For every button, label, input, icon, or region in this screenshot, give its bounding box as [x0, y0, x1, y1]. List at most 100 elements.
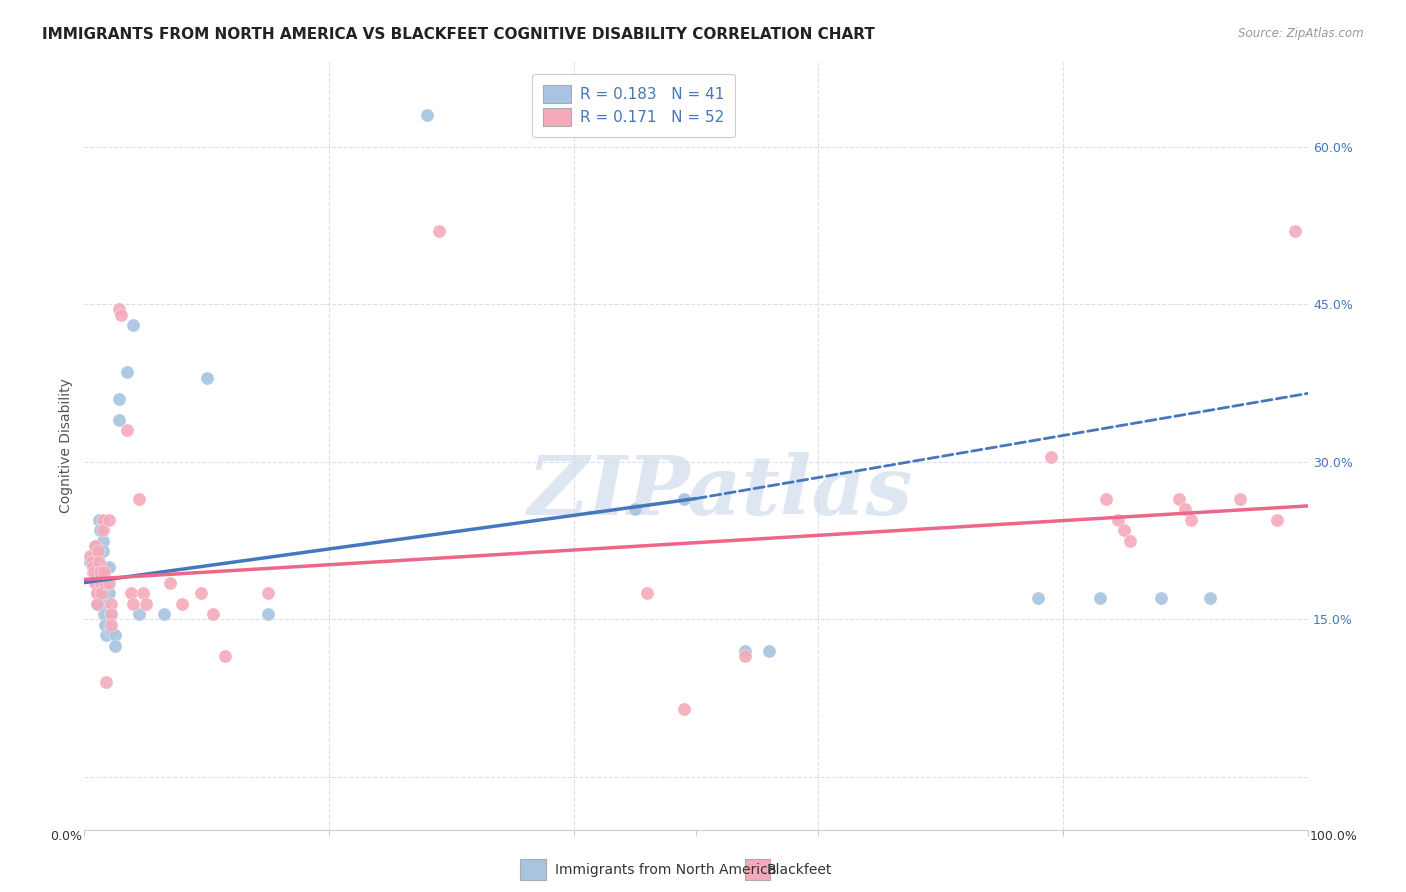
Point — [96, 628, 118, 642]
Point — [100, 597, 122, 611]
Point — [87, 512, 110, 526]
Point — [90, 586, 112, 600]
Point — [97, 512, 120, 526]
Point — [120, 586, 142, 600]
Point — [1028, 591, 1050, 606]
Point — [107, 392, 129, 406]
Point — [83, 565, 105, 579]
Point — [636, 586, 658, 600]
Point — [190, 586, 212, 600]
Point — [1229, 491, 1251, 506]
Point — [97, 586, 120, 600]
Point — [87, 544, 110, 558]
Point — [90, 575, 112, 590]
Point — [89, 523, 111, 537]
Point — [1284, 223, 1306, 237]
Point — [89, 565, 111, 579]
Point — [201, 607, 224, 621]
Point — [96, 675, 118, 690]
Point — [624, 502, 647, 516]
Point — [90, 565, 112, 579]
Point — [734, 649, 756, 664]
Text: Blackfeet: Blackfeet — [766, 863, 831, 877]
Point — [86, 586, 108, 600]
Point — [82, 559, 104, 574]
Point — [1174, 502, 1197, 516]
Point — [110, 308, 132, 322]
Point — [100, 623, 122, 637]
Point — [91, 523, 114, 537]
Point — [122, 318, 145, 333]
Point — [90, 586, 112, 600]
Point — [416, 108, 439, 122]
Point — [115, 423, 138, 437]
Point — [87, 555, 110, 569]
Point — [153, 607, 176, 621]
Point — [84, 539, 107, 553]
Point — [107, 302, 129, 317]
Point — [1119, 533, 1142, 548]
Y-axis label: Cognitive Disability: Cognitive Disability — [59, 378, 73, 514]
Point — [82, 565, 104, 579]
Point — [672, 702, 695, 716]
Text: ZIPatlas: ZIPatlas — [527, 452, 912, 532]
Point — [1107, 512, 1129, 526]
Text: 100.0%: 100.0% — [1310, 830, 1358, 843]
Point — [93, 597, 115, 611]
Point — [94, 575, 117, 590]
Point — [80, 555, 103, 569]
Point — [1265, 512, 1288, 526]
Point — [91, 544, 114, 558]
Point — [84, 539, 107, 553]
Point — [86, 586, 108, 600]
Point — [1114, 523, 1136, 537]
Point — [104, 639, 127, 653]
Point — [100, 607, 122, 621]
Point — [93, 565, 115, 579]
Point — [79, 555, 101, 569]
Point — [97, 575, 120, 590]
Point — [90, 575, 112, 590]
Point — [135, 597, 157, 611]
Text: 0.0%: 0.0% — [51, 830, 82, 843]
Point — [672, 491, 695, 506]
Point — [83, 549, 105, 564]
Point — [91, 533, 114, 548]
Point — [427, 223, 450, 237]
Text: IMMIGRANTS FROM NORTH AMERICA VS BLACKFEET COGNITIVE DISABILITY CORRELATION CHAR: IMMIGRANTS FROM NORTH AMERICA VS BLACKFE… — [42, 27, 875, 42]
Point — [1180, 512, 1202, 526]
Point — [86, 597, 108, 611]
Point — [734, 644, 756, 658]
Legend: R = 0.183   N = 41, R = 0.171   N = 52: R = 0.183 N = 41, R = 0.171 N = 52 — [533, 74, 735, 137]
Point — [100, 607, 122, 621]
Text: Immigrants from North America: Immigrants from North America — [555, 863, 776, 877]
Point — [107, 413, 129, 427]
Point — [97, 559, 120, 574]
Point — [100, 617, 122, 632]
Point — [104, 628, 127, 642]
Point — [132, 586, 155, 600]
Point — [86, 597, 108, 611]
Point — [93, 607, 115, 621]
Point — [1094, 491, 1116, 506]
Point — [79, 549, 101, 564]
Point — [128, 607, 150, 621]
Point — [195, 370, 218, 384]
Point — [84, 575, 107, 590]
Point — [257, 607, 280, 621]
Point — [94, 617, 117, 632]
Point — [1150, 591, 1173, 606]
Point — [86, 575, 108, 590]
Point — [122, 597, 145, 611]
Point — [214, 649, 236, 664]
Point — [159, 575, 181, 590]
Point — [1198, 591, 1220, 606]
Text: Source: ZipAtlas.com: Source: ZipAtlas.com — [1239, 27, 1364, 40]
Point — [758, 644, 780, 658]
Point — [128, 491, 150, 506]
Point — [91, 512, 114, 526]
Point — [172, 597, 194, 611]
Point — [1039, 450, 1062, 464]
Point — [1088, 591, 1111, 606]
Point — [257, 586, 280, 600]
